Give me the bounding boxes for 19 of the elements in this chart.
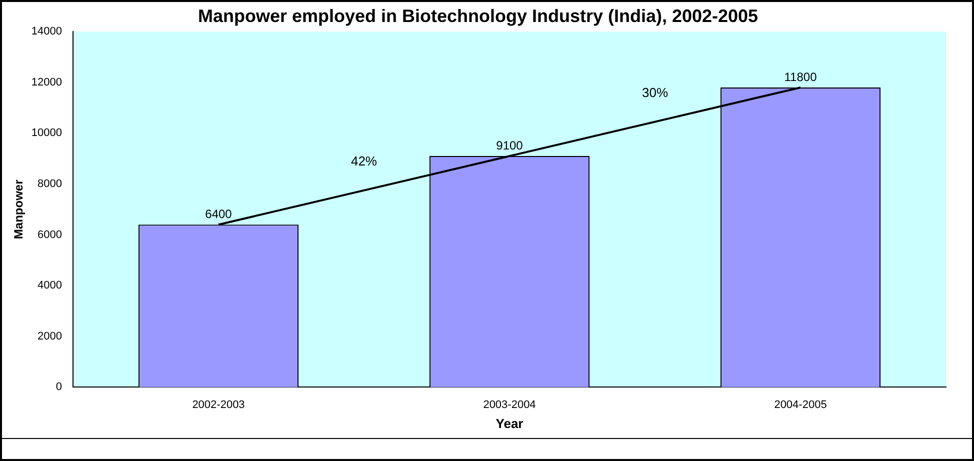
data-label: 11800 [784, 70, 818, 84]
annotation: 30% [642, 84, 668, 100]
y-tick-label: 12000 [31, 76, 62, 88]
y-tick-label: 8000 [38, 178, 62, 190]
x-axis-title: Year [496, 416, 524, 431]
y-axis-title: Manpower [12, 179, 26, 240]
annotation: 42% [350, 153, 378, 168]
data-label: 6400 [205, 206, 232, 221]
y-tick-label: 14000 [31, 26, 62, 38]
y-tick-label: 2000 [38, 330, 62, 342]
chart-title: Manpower employed in Biotechnology Industry (India), 2002-2005 [198, 6, 758, 26]
x-tick-label: 2004-2005 [774, 398, 827, 411]
x-tick-label: 2002-2003 [192, 398, 245, 411]
y-tick-label: 10000 [31, 127, 62, 140]
y-tick-label: 0 [56, 381, 62, 394]
y-tick-label: 4000 [38, 280, 62, 292]
data-label: 9100 [496, 138, 524, 152]
y-tick-label: 6000 [38, 228, 62, 241]
x-tick-label: 2003-2004 [483, 398, 536, 411]
